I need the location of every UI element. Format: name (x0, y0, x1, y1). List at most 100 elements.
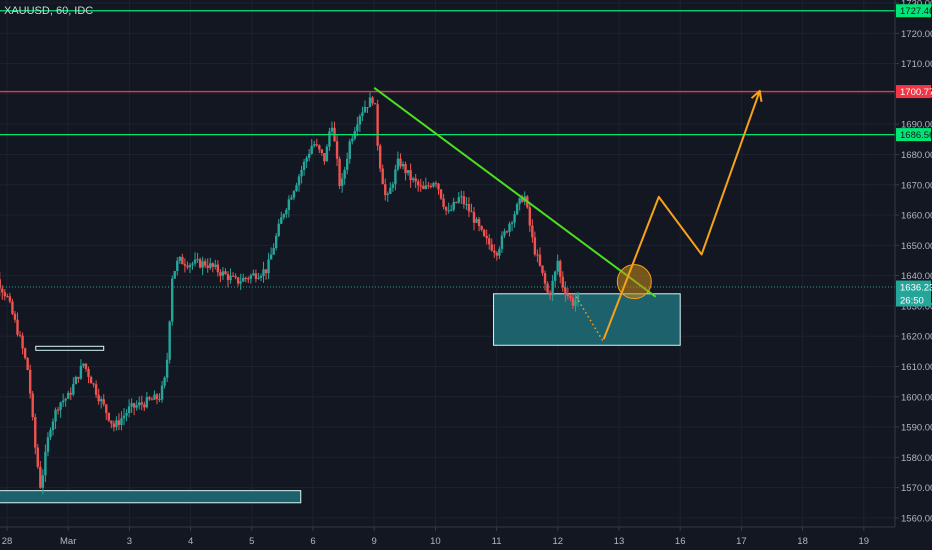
price-tick-label: 1600.00 (901, 392, 932, 403)
symbol-title: XAUUSD, 60, IDC (4, 5, 94, 17)
candle-body (305, 157, 308, 162)
price-tick-label: 1630.00 (901, 301, 932, 312)
candle-body (536, 254, 539, 256)
candle-body (153, 394, 156, 400)
candle-body (267, 259, 270, 274)
candle-body (132, 403, 136, 408)
candle-body (99, 399, 103, 402)
candle-body (295, 185, 298, 192)
candle-body (381, 168, 384, 185)
candle-body (138, 402, 141, 406)
candle-body (515, 204, 519, 215)
demand-zone (493, 293, 681, 346)
candle-body (21, 335, 24, 349)
candle-body (61, 400, 65, 403)
time-tick-label: 9 (372, 536, 377, 547)
candle-body (0, 279, 1, 289)
candle-body (274, 235, 278, 249)
candle-body (561, 276, 564, 288)
price-tick-label: 1590.00 (901, 423, 932, 434)
candle-body (366, 107, 369, 109)
time-tick-label: 5 (249, 536, 254, 547)
candle-body (16, 319, 19, 335)
candle-body (110, 420, 113, 424)
price-tick-label: 1680.00 (901, 150, 932, 161)
candle-body (34, 417, 37, 448)
candle-body (285, 209, 288, 215)
time-axis-bg (0, 527, 932, 550)
candle-body (206, 265, 209, 268)
candle-body (470, 211, 473, 213)
horizontal-levels (0, 10, 895, 288)
candle-body (264, 269, 268, 274)
descending-trendline (373, 87, 657, 298)
candle-body (338, 158, 341, 186)
candle-body (196, 259, 199, 261)
candle-body (191, 263, 194, 265)
candle-body (92, 383, 95, 385)
candle-body (287, 199, 291, 210)
candle-body (102, 399, 105, 405)
candle-body (89, 376, 93, 384)
candle-body (399, 158, 402, 167)
candle-body (277, 223, 280, 236)
candle-body (538, 254, 542, 266)
projection-path (602, 90, 761, 340)
candle-body (485, 235, 488, 239)
candle-body (23, 348, 27, 358)
candle-body (247, 278, 250, 280)
candle-body (351, 138, 354, 142)
candle-body (234, 276, 237, 278)
candle-body (262, 269, 265, 276)
candle-body (72, 384, 75, 395)
countdown-tag-bg (896, 293, 931, 307)
candle-body (356, 124, 359, 132)
price-tick-label: 1660.00 (901, 211, 932, 222)
candle-body (419, 185, 422, 187)
candle-body (3, 292, 7, 297)
candle-body (54, 409, 57, 422)
candle-body (490, 244, 493, 251)
candle-body (143, 404, 146, 408)
candle-body (323, 152, 326, 162)
candle-body (503, 231, 506, 236)
candle-body (452, 202, 455, 210)
candle-body (13, 313, 17, 320)
price-tick-label: 1710.00 (901, 59, 932, 70)
candle-body (460, 196, 463, 198)
price-tick-label: 1670.00 (901, 180, 932, 191)
price-tick-label: 1610.00 (901, 362, 932, 373)
candle-body (346, 158, 349, 170)
candle-body (310, 145, 313, 154)
candle-body (219, 272, 222, 276)
candle-body (252, 273, 255, 276)
candle-body (140, 402, 143, 405)
candle-body (290, 197, 293, 200)
candle-body (406, 170, 410, 174)
candle-body (493, 250, 496, 253)
candle-body (105, 404, 108, 413)
candle-body (414, 178, 417, 182)
candle-body (226, 274, 230, 281)
level-price-tag: 1727.46 (900, 6, 932, 17)
candle-body (26, 357, 29, 370)
candle-body (361, 112, 364, 117)
candle-body (120, 418, 123, 425)
candle-body (401, 164, 405, 167)
candle-body (8, 296, 12, 302)
candle-body (548, 292, 552, 296)
candle-body (198, 259, 202, 268)
price-tick-label: 1580.00 (901, 453, 932, 464)
candle-body (307, 153, 311, 158)
candle-body (495, 252, 499, 256)
candle-body (171, 278, 174, 322)
candle-body (168, 321, 171, 360)
candle-body (571, 297, 575, 306)
candle-body (480, 226, 483, 230)
time-tick-label: 16 (675, 536, 686, 547)
candle-body (541, 265, 544, 274)
candle-body (300, 169, 303, 177)
candle-body (259, 275, 263, 278)
